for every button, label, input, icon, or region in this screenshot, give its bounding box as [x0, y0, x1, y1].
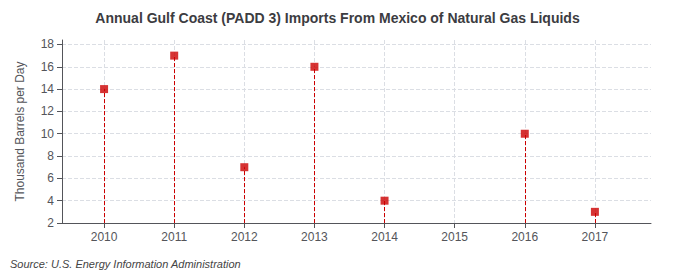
- svg-text:Thousand Barrels per Day: Thousand Barrels per Day: [13, 61, 27, 201]
- svg-text:4: 4: [47, 194, 54, 208]
- svg-text:2017: 2017: [582, 230, 609, 244]
- svg-text:2016: 2016: [511, 230, 538, 244]
- svg-text:2012: 2012: [231, 230, 258, 244]
- svg-text:2014: 2014: [371, 230, 398, 244]
- svg-text:10: 10: [41, 127, 55, 141]
- svg-text:18: 18: [41, 37, 55, 51]
- svg-text:Source: U.S. Energy Informatio: Source: U.S. Energy Information Administ…: [10, 258, 241, 270]
- svg-text:16: 16: [41, 60, 55, 74]
- svg-text:6: 6: [47, 171, 54, 185]
- svg-text:14: 14: [41, 82, 55, 96]
- svg-text:2015: 2015: [441, 230, 468, 244]
- svg-text:12: 12: [41, 104, 55, 118]
- svg-text:2011: 2011: [161, 230, 187, 244]
- svg-text:2013: 2013: [301, 230, 328, 244]
- svg-text:2010: 2010: [91, 230, 118, 244]
- svg-text:8: 8: [47, 149, 54, 163]
- svg-text:Annual Gulf Coast (PADD 3) Imp: Annual Gulf Coast (PADD 3) Imports From …: [95, 10, 580, 26]
- svg-text:2: 2: [47, 216, 54, 230]
